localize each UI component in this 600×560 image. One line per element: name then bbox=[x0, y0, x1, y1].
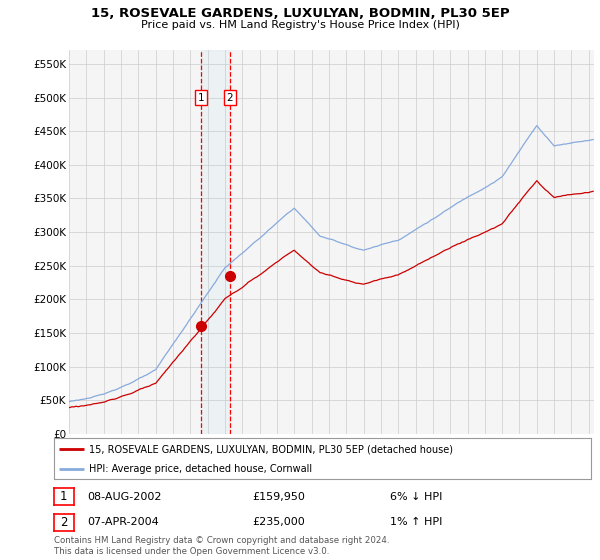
Text: 15, ROSEVALE GARDENS, LUXULYAN, BODMIN, PL30 5EP (detached house): 15, ROSEVALE GARDENS, LUXULYAN, BODMIN, … bbox=[89, 445, 453, 454]
Text: 1% ↑ HPI: 1% ↑ HPI bbox=[390, 517, 442, 528]
Text: HPI: Average price, detached house, Cornwall: HPI: Average price, detached house, Corn… bbox=[89, 464, 312, 474]
Text: 2: 2 bbox=[60, 516, 68, 529]
Text: 15, ROSEVALE GARDENS, LUXULYAN, BODMIN, PL30 5EP: 15, ROSEVALE GARDENS, LUXULYAN, BODMIN, … bbox=[91, 7, 509, 20]
Text: 1: 1 bbox=[60, 490, 68, 503]
Bar bbox=[200, 50, 230, 434]
Text: 1: 1 bbox=[197, 92, 204, 102]
Text: Contains HM Land Registry data © Crown copyright and database right 2024.
This d: Contains HM Land Registry data © Crown c… bbox=[54, 536, 389, 556]
Text: 6% ↓ HPI: 6% ↓ HPI bbox=[390, 492, 442, 502]
Text: 08-AUG-2002: 08-AUG-2002 bbox=[87, 492, 161, 502]
Text: 07-APR-2004: 07-APR-2004 bbox=[87, 517, 159, 528]
Text: 2: 2 bbox=[226, 92, 233, 102]
Text: £235,000: £235,000 bbox=[252, 517, 305, 528]
Text: £159,950: £159,950 bbox=[252, 492, 305, 502]
Text: Price paid vs. HM Land Registry's House Price Index (HPI): Price paid vs. HM Land Registry's House … bbox=[140, 20, 460, 30]
